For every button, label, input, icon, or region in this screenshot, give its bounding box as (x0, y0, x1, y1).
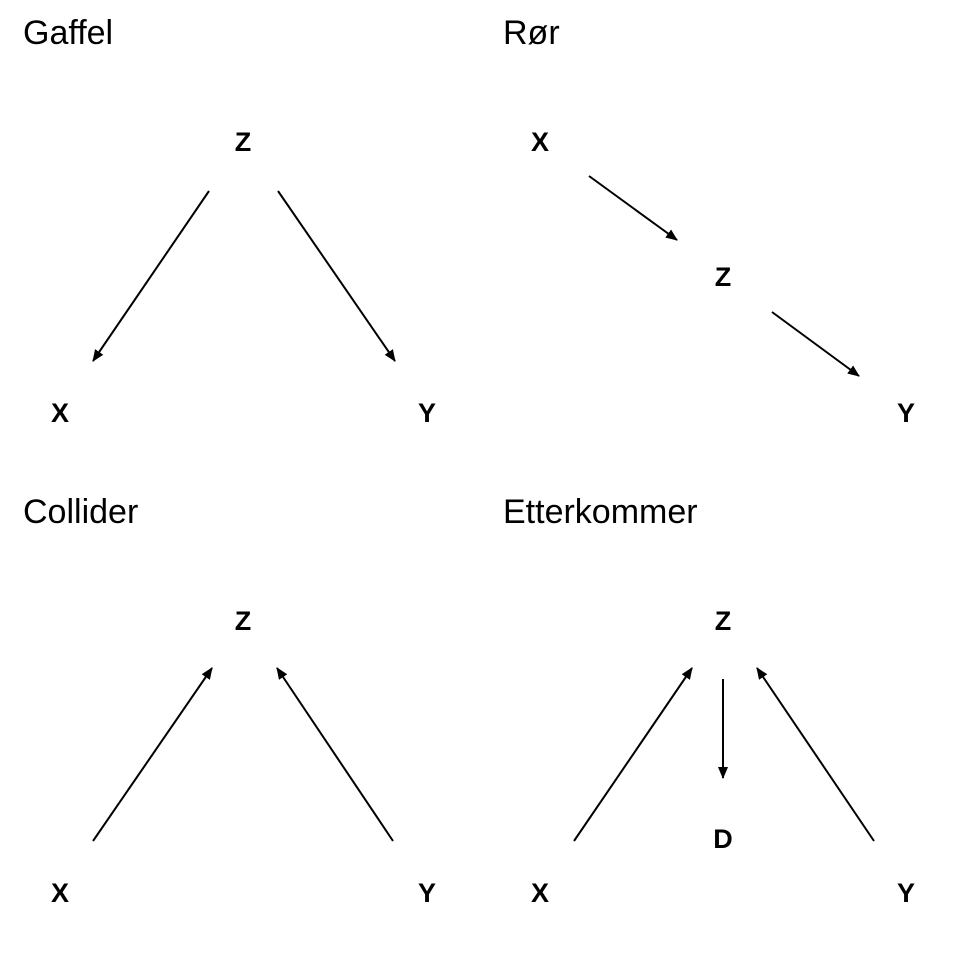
panel-ror: Rør X Z Y (503, 14, 915, 428)
panel-title-collider: Collider (23, 493, 138, 531)
edge-x-to-z (573, 667, 693, 842)
node-d: D (713, 824, 733, 854)
edge-z-to-x (92, 190, 210, 362)
node-z: Z (715, 262, 732, 292)
edge-z-to-y (771, 311, 860, 377)
edge-x-to-z (588, 175, 678, 241)
node-z: Z (235, 606, 252, 636)
node-y: Y (897, 878, 915, 908)
panel-etterkommer: Etterkommer Z D X Y (503, 493, 915, 908)
node-x: X (51, 398, 69, 428)
edge-y-to-z (756, 667, 875, 842)
node-y: Y (418, 878, 436, 908)
node-z: Z (235, 127, 252, 157)
panel-title-ror: Rør (503, 14, 560, 52)
node-x: X (531, 127, 549, 157)
panel-title-etterkommer: Etterkommer (503, 493, 698, 531)
edge-z-to-y (277, 190, 396, 362)
node-y: Y (897, 398, 915, 428)
panel-collider: Collider Z X Y (23, 493, 436, 908)
node-x: X (51, 878, 69, 908)
node-x: X (531, 878, 549, 908)
panel-title-gaffel: Gaffel (23, 14, 113, 52)
panel-gaffel: Gaffel Z X Y (23, 14, 436, 428)
node-y: Y (418, 398, 436, 428)
edge-x-to-z (92, 667, 213, 842)
node-z: Z (715, 606, 732, 636)
edge-y-to-z (276, 667, 394, 842)
